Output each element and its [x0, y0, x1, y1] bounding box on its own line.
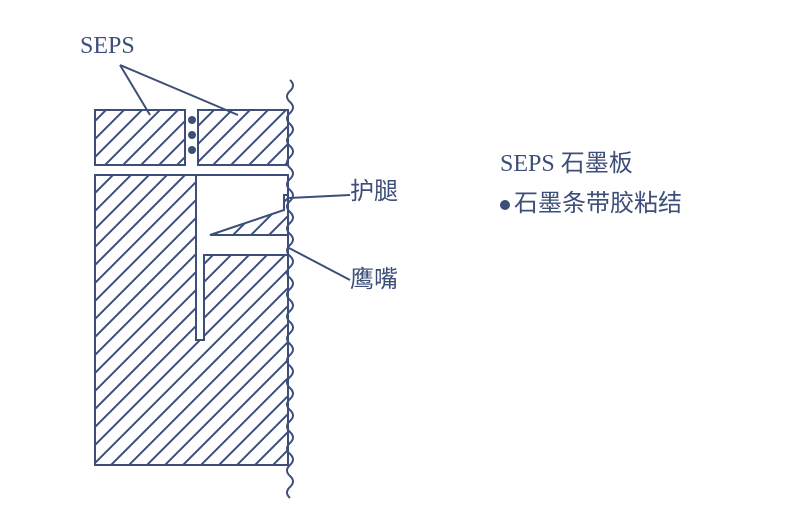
legend-line-1: SEPS 石墨板 [500, 150, 633, 179]
graphite-dots [188, 116, 196, 154]
label-leg-guard: 护腿 [350, 178, 398, 207]
block-top-left [95, 110, 185, 165]
label-seps: SEPS [80, 32, 135, 61]
legend-line-2-text: 石墨条带胶粘结 [514, 191, 682, 217]
legend-line-2: 石墨条带胶粘结 [500, 190, 682, 219]
diagram-svg [0, 0, 809, 510]
label-beak: 鹰嘴 [350, 266, 398, 295]
block-top-right [198, 110, 288, 165]
bullet-icon [500, 200, 510, 210]
diagram-stage: SEPS 护腿 鹰嘴 SEPS 石墨板 石墨条带胶粘结 [0, 0, 809, 510]
